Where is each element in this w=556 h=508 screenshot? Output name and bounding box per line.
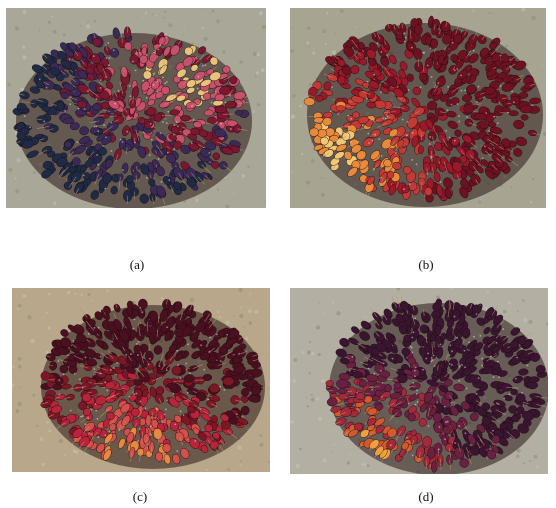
image-panel-c xyxy=(12,288,270,472)
palm-fruit-bunch-photo-d xyxy=(290,288,548,474)
palm-fruit-bunch-photo-a xyxy=(6,8,266,208)
image-panel-b xyxy=(290,8,546,208)
caption-d: (d) xyxy=(418,489,434,504)
image-panel-d xyxy=(290,288,548,474)
image-panel-a xyxy=(6,8,266,208)
palm-fruit-bunch-photo-c xyxy=(12,288,270,472)
caption-a: (a) xyxy=(129,257,145,272)
caption-c: (c) xyxy=(132,489,148,504)
palm-fruit-bunch-photo-b xyxy=(290,8,546,208)
caption-b: (b) xyxy=(418,257,434,272)
